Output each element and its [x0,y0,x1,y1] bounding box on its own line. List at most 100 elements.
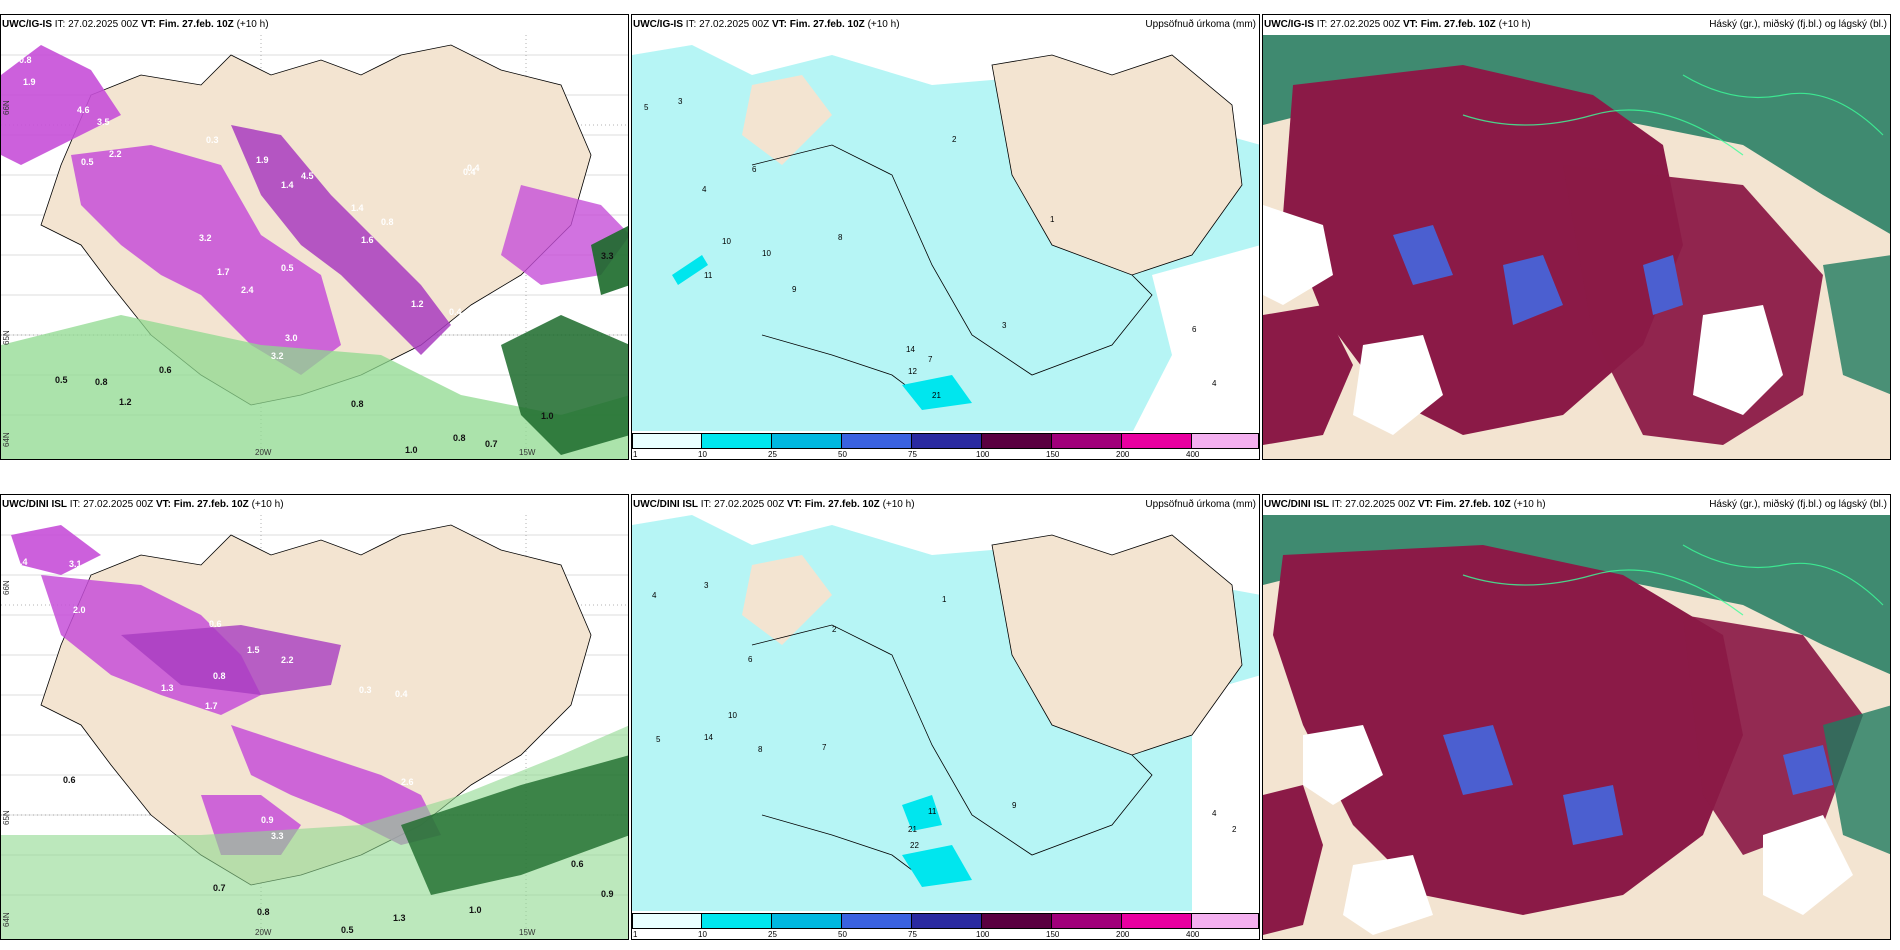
precip-value: 0.6 [159,365,172,375]
precip-value: 0.4 [449,307,462,317]
precip-value: 1.9 [256,155,269,165]
colorbar-tick: 1 [633,450,638,459]
accum-value: 6 [1192,325,1197,334]
accum-value: 11 [928,807,937,816]
precip-value: 2.6 [401,777,414,787]
precip-value: 1.2 [119,397,132,407]
colorbar-tick: 10 [698,450,707,459]
precip-value: 1.4 [281,180,294,190]
accum-value: 4 [702,185,707,194]
precip-value: 3.0 [285,333,298,343]
precip-value: 0.5 [55,375,68,385]
precip-value: 0.3 [206,135,219,145]
colorbar-tick: 200 [1116,930,1130,939]
lon-label: 20W [255,928,272,937]
precip-value: 2.2 [109,149,122,159]
lon-label: 15W [519,448,536,457]
precip-value: 1.5 [247,645,260,655]
precip-value: 1.4 [15,557,28,567]
accum-value: 7 [928,355,933,364]
accum-value: 21 [908,825,917,834]
accum-value: 1 [1050,215,1055,224]
accum-value: 2 [832,625,837,634]
panel-header: UWC/IG-IS IT: 27.02.2025 00Z VT: Fim. 27… [1264,19,1887,30]
precip-value: 1.2 [411,299,424,309]
panel-header: UWC/IG-IS IT: 27.02.2025 00Z VT: Fim. 27… [633,19,1256,30]
precip-value: 2.2 [281,655,294,665]
panel-header: UWC/DINI ISL IT: 27.02.2025 00Z VT: Fim.… [633,499,1256,510]
lat-label: 65N [2,810,11,825]
lat-label: 66N [2,580,11,595]
lon-label: 15W [519,928,536,937]
precip-value: 0.5 [341,925,354,935]
accum-value: 4 [1212,809,1217,818]
precip-value: 0.8 [95,377,108,387]
colorbar-tick: 75 [908,930,917,939]
precip-value: 0.4 [467,163,480,173]
precip-value: 3.2 [271,351,284,361]
precip-value: 0.8 [351,399,364,409]
panel-clouds-row1: UWC/IG-IS IT: 27.02.2025 00Z VT: Fim. 27… [1262,14,1891,460]
cloud-cover-map [1263,515,1890,939]
precip-value: 2.4 [241,285,254,295]
accum-value: 10 [722,237,731,246]
precip-type-map [1,515,628,939]
panel-header: UWC/DINI ISL IT: 27.02.2025 00Z VT: Fim.… [1264,499,1887,510]
precip-value: 0.9 [601,889,614,899]
precip-value: 0.4 [463,167,476,177]
colorbar-tick: 400 [1186,930,1200,939]
precip-type-map [1,35,628,459]
colorbar-tick: 200 [1116,450,1130,459]
accum-precip-map [632,35,1259,433]
lon-label: 20W [255,448,272,457]
accum-value: 3 [704,581,709,590]
accum-value: 10 [762,249,771,258]
accum-value: 14 [906,345,915,354]
accum-value: 8 [758,745,763,754]
colorbar-tick: 25 [768,450,777,459]
precip-value: 0.8 [257,907,270,917]
panel-accum-precip-row1: UWC/IG-IS IT: 27.02.2025 00Z VT: Fim. 27… [631,14,1260,460]
precip-value: 1.0 [469,905,482,915]
precip-value: 3.1 [69,559,82,569]
accum-value: 1 [942,595,947,604]
panel-accum-precip-row2: UWC/DINI ISL IT: 27.02.2025 00Z VT: Fim.… [631,494,1260,940]
lat-label: 64N [2,912,11,927]
precip-value: 3.3 [601,251,614,261]
precip-value: 1.0 [405,445,418,455]
precip-value: 1.3 [161,683,174,693]
colorbar-tick: 150 [1046,450,1060,459]
accum-value: 8 [838,233,843,242]
precip-value: 0.6 [209,619,222,629]
colorbar-tick: 100 [976,450,990,459]
precip-value: 0.4 [395,689,408,699]
accum-value: 4 [652,591,657,600]
panel-header: UWC/IG-IS IT: 27.02.2025 00Z VT: Fim. 27… [2,19,269,30]
accum-value: 11 [704,271,713,280]
colorbar-tick: 50 [838,450,847,459]
precip-value: 0.5 [281,263,294,273]
colorbar-tick: 100 [976,930,990,939]
accum-value: 14 [704,733,713,742]
precip-value: 1.3 [393,913,406,923]
precip-value: 2.0 [73,605,86,615]
accum-value: 21 [932,391,941,400]
precip-value: 0.7 [213,883,226,893]
accum-value: 5 [656,735,661,744]
precip-value: 0.9 [261,815,274,825]
accum-value: 2 [1232,825,1237,834]
precip-value: 4.6 [77,105,90,115]
precip-value: 1.4 [351,203,364,213]
accum-precip-map [632,515,1259,913]
accum-value: 6 [748,655,753,664]
lat-label: 64N [2,432,11,447]
colorbar-tick: 1 [633,930,638,939]
precip-value: 1.6 [361,235,374,245]
accum-value: 22 [910,841,919,850]
precip-value: 0.8 [213,671,226,681]
precip-value: 3.2 [199,233,212,243]
colorbar-tick: 75 [908,450,917,459]
accum-value: 2 [952,135,957,144]
panel-precip-type-row1: UWC/IG-IS IT: 27.02.2025 00Z VT: Fim. 27… [0,14,629,460]
lat-label: 65N [2,330,11,345]
